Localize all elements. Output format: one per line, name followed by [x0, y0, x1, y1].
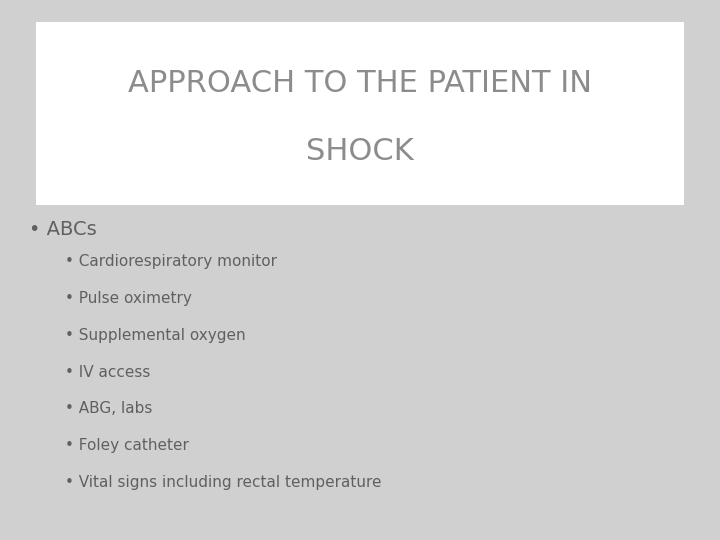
Text: • Vital signs including rectal temperature: • Vital signs including rectal temperatu…	[65, 475, 382, 490]
Text: SHOCK: SHOCK	[306, 137, 414, 166]
Text: • Cardiorespiratory monitor: • Cardiorespiratory monitor	[65, 254, 276, 269]
Text: • ABG, labs: • ABG, labs	[65, 401, 152, 416]
Text: • IV access: • IV access	[65, 364, 150, 380]
Text: • Foley catheter: • Foley catheter	[65, 438, 189, 453]
Text: • Supplemental oxygen: • Supplemental oxygen	[65, 328, 246, 343]
Text: APPROACH TO THE PATIENT IN: APPROACH TO THE PATIENT IN	[128, 69, 592, 98]
Text: • ABCs: • ABCs	[29, 220, 96, 239]
Text: • Pulse oximetry: • Pulse oximetry	[65, 291, 192, 306]
Bar	[36, 22, 684, 205]
